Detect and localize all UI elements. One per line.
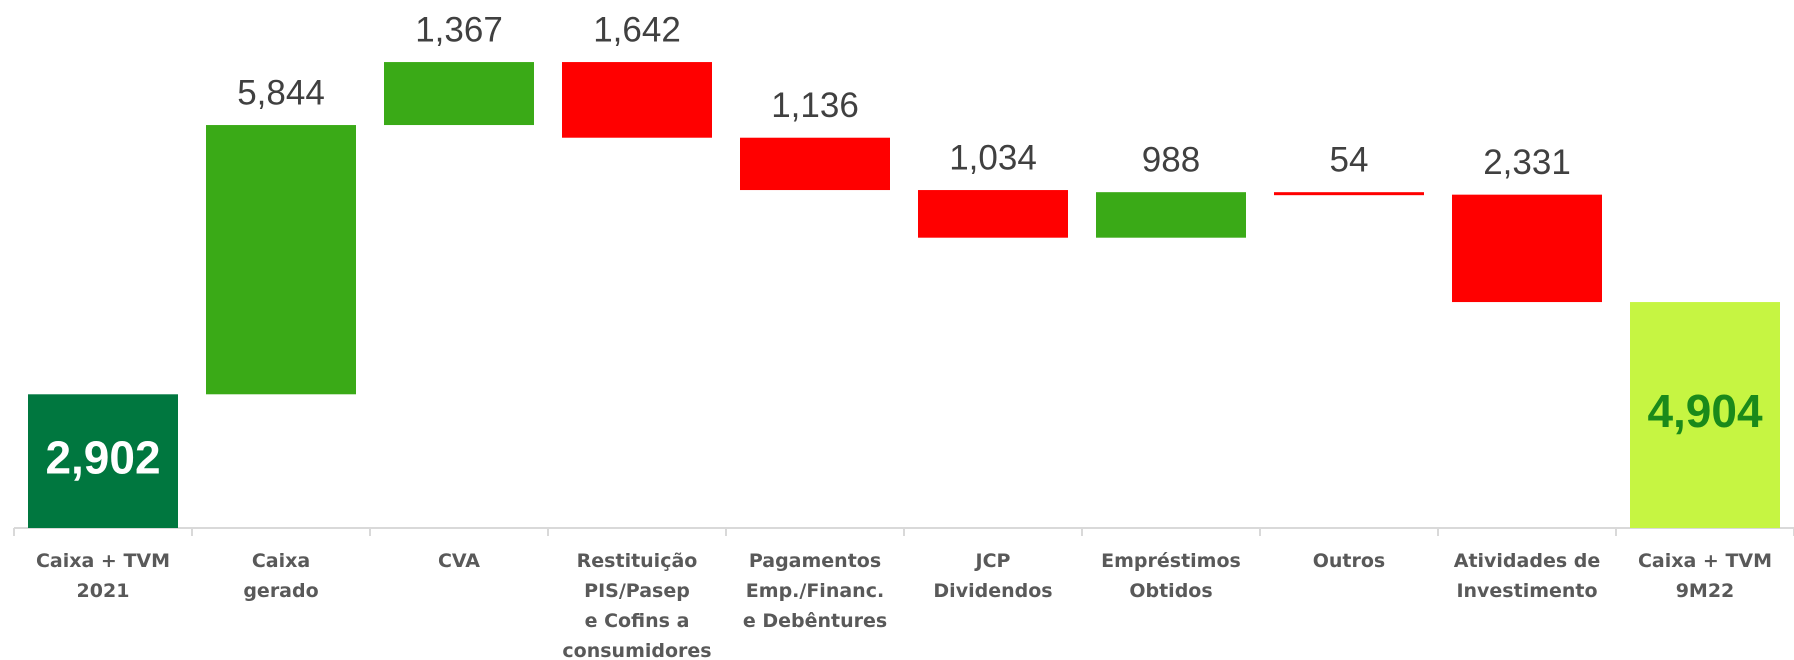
value-label: 1,034: [949, 138, 1037, 177]
total-label: 4,904: [1647, 385, 1763, 437]
x-tick-label: Caixa gerado: [243, 550, 318, 602]
bar: [1274, 192, 1424, 196]
value-label: 1,136: [771, 86, 859, 125]
value-label: 5,844: [237, 73, 325, 112]
bar: [1630, 302, 1780, 528]
x-tick-label: JCP Dividendos: [933, 550, 1052, 602]
bar: [384, 62, 534, 126]
x-tick-label: Empréstimos Obtidos: [1101, 550, 1241, 602]
bar: [206, 125, 356, 395]
x-tick-label: Caixa + TVM 2021: [36, 550, 170, 602]
x-tick-label: Pagamentos Emp./Financ. e Debêntures: [743, 550, 887, 632]
value-label: 1,642: [593, 10, 681, 49]
bar: [28, 394, 178, 528]
bar: [740, 137, 890, 191]
x-tick-label: Outros: [1313, 550, 1386, 572]
total-label: 2,902: [45, 431, 160, 483]
x-tick-label: Restituição PIS/Pasep e Cofins a consumidor…: [562, 550, 711, 660]
bar: [1452, 194, 1602, 303]
x-tick-label: CVA: [438, 550, 480, 572]
x-tick-label: Atividades de Investimento: [1454, 550, 1601, 602]
bar: [918, 190, 1068, 238]
value-label: 2,331: [1483, 143, 1571, 182]
x-tick-label: Caixa + TVM 9M22: [1638, 550, 1772, 602]
bar: [562, 62, 712, 138]
bar: [1096, 192, 1246, 238]
value-label: 54: [1330, 140, 1369, 179]
value-label: 1,367: [415, 10, 503, 49]
value-label: 988: [1142, 140, 1200, 179]
